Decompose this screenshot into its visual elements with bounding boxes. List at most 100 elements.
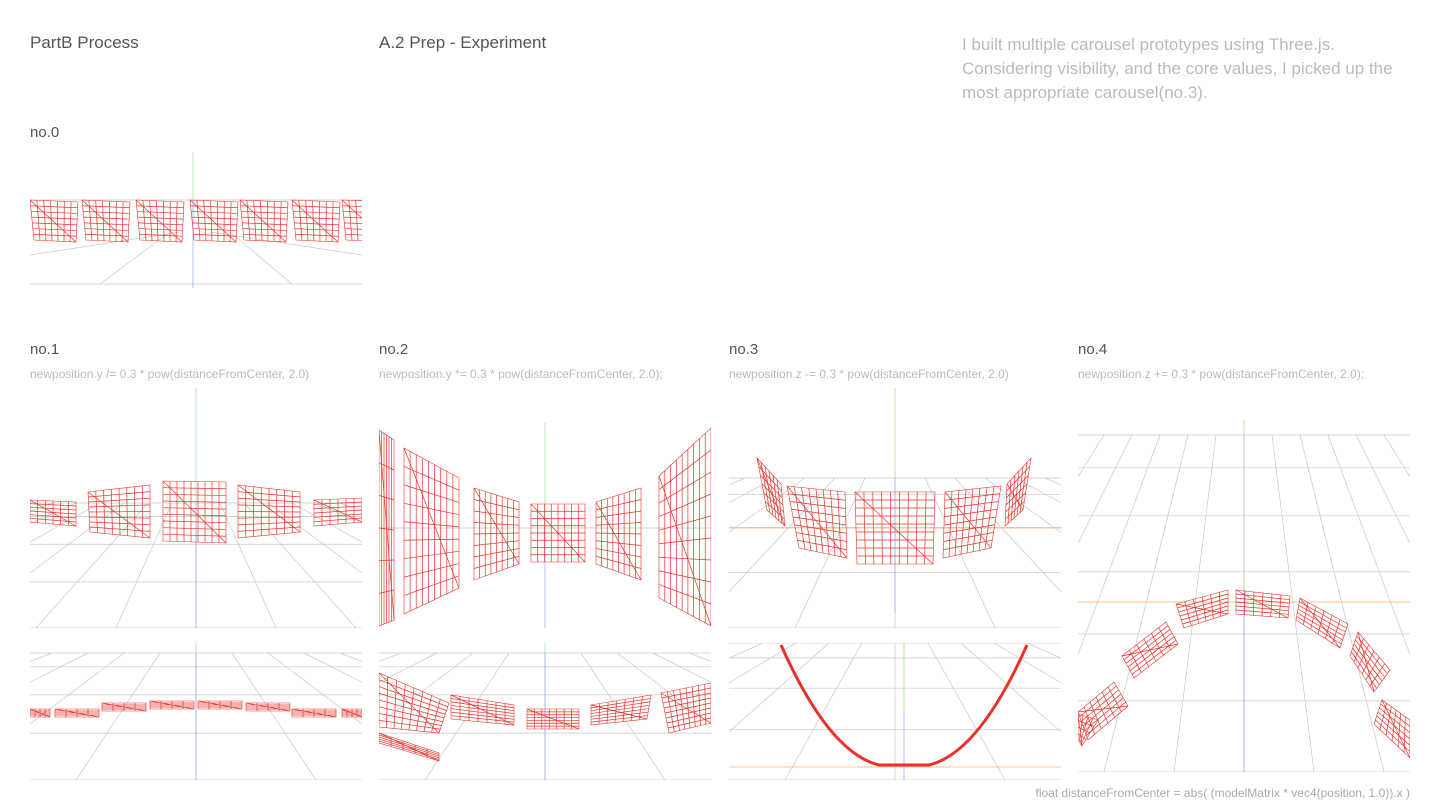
- mesh-line: [1006, 483, 1024, 511]
- mesh-line: [293, 211, 340, 214]
- mesh-line: [83, 216, 130, 220]
- mesh-line: [473, 555, 520, 569]
- mesh-line: [190, 205, 238, 209]
- grid-line: [379, 652, 402, 662]
- mesh-line: [403, 466, 460, 491]
- mesh-line: [984, 486, 995, 550]
- grid-line: [1299, 434, 1385, 772]
- mesh-line: [89, 516, 151, 519]
- mesh-line: [691, 686, 696, 727]
- mesh-line: [341, 708, 362, 718]
- mesh-line: [267, 201, 269, 242]
- mesh-line: [660, 692, 711, 724]
- mesh-line: [245, 702, 291, 712]
- formula-no1: newposition.y /= 0.3 * pow(distanceFromC…: [30, 367, 310, 381]
- mesh-line: [1082, 693, 1122, 727]
- render-no2-top: [379, 643, 711, 780]
- grid-line: [75, 652, 161, 780]
- mesh-line: [82, 205, 130, 209]
- mesh-line: [772, 475, 780, 521]
- mesh-line: [403, 563, 460, 578]
- mesh-line: [590, 711, 649, 720]
- mesh-line: [237, 511, 301, 513]
- mesh-line: [863, 491, 866, 565]
- mesh-line: [1078, 733, 1087, 740]
- grid-line: [231, 652, 317, 780]
- mesh-line: [972, 488, 981, 552]
- mesh-line: [241, 211, 288, 214]
- mesh-line: [379, 738, 440, 759]
- mesh-line: [822, 489, 830, 555]
- mesh-line: [312, 200, 315, 241]
- mesh-line: [403, 447, 460, 589]
- mesh-line: [658, 556, 711, 561]
- mesh-line: [355, 200, 359, 241]
- grid-line: [729, 477, 836, 593]
- mesh-line: [162, 520, 227, 524]
- mesh-line: [665, 707, 711, 719]
- mesh-line: [379, 719, 441, 730]
- mesh-line: [1151, 633, 1164, 656]
- grid-line: [794, 477, 866, 628]
- mesh-line: [217, 201, 219, 242]
- mesh-line: [379, 699, 445, 719]
- grid-line: [379, 652, 474, 725]
- grid-line: [1327, 434, 1410, 656]
- mesh-line: [191, 216, 238, 220]
- grid-line: [339, 652, 362, 662]
- mesh-line: [881, 491, 883, 565]
- mesh-line: [121, 201, 124, 242]
- mesh-line: [344, 228, 362, 230]
- mesh-line: [943, 516, 997, 526]
- mesh-line: [666, 712, 711, 724]
- grid-line: [1078, 434, 1161, 656]
- mesh-line: [69, 201, 72, 242]
- mesh-line: [1080, 718, 1094, 745]
- mesh-line: [379, 713, 442, 726]
- mesh-line: [57, 201, 59, 242]
- formula-no2: newposition.y *= 0.3 * pow(distanceFromC…: [379, 367, 663, 381]
- mesh-line: [241, 216, 288, 220]
- render-no4: [1078, 420, 1410, 772]
- mesh-line: [135, 199, 183, 243]
- mesh-line: [704, 684, 707, 725]
- section-title: PartB Process: [30, 33, 139, 52]
- mesh-line: [294, 228, 339, 231]
- mesh-line: [1158, 627, 1171, 650]
- mesh-line: [109, 201, 111, 242]
- grid-line: [1173, 434, 1217, 772]
- render-no1-top: [30, 643, 362, 780]
- render-no1-front: [30, 388, 362, 628]
- mesh-line: [83, 211, 130, 214]
- mesh-panel: [341, 708, 362, 718]
- mesh-line: [658, 475, 711, 627]
- mesh-line: [664, 702, 711, 714]
- mesh-line: [379, 706, 443, 723]
- grid-line: [993, 643, 1061, 684]
- mesh-line: [343, 216, 362, 219]
- grid-line: [580, 652, 666, 780]
- mesh-line: [595, 548, 642, 558]
- mesh-line: [1182, 609, 1229, 625]
- mesh-line: [658, 471, 711, 504]
- grid-line: [1355, 434, 1410, 545]
- mesh-line: [792, 516, 847, 526]
- mesh-line: [526, 708, 580, 730]
- mesh-line: [126, 487, 128, 536]
- mesh-line: [253, 200, 257, 241]
- mesh-line: [622, 699, 626, 722]
- description: I built multiple carousel prototypes usi…: [962, 35, 1393, 102]
- grid-line: [30, 502, 101, 543]
- mesh-line: [210, 200, 213, 241]
- mesh-line: [197, 700, 243, 710]
- grid-line: [729, 643, 731, 644]
- grid-line: [729, 477, 806, 533]
- mesh-line: [84, 222, 129, 226]
- mesh-line: [943, 539, 993, 551]
- mesh-line: [450, 715, 515, 723]
- render-no0: [30, 152, 362, 288]
- mesh-line: [473, 548, 520, 558]
- mesh-line: [136, 205, 184, 209]
- mesh-line: [137, 211, 184, 214]
- mesh-line: [189, 199, 237, 243]
